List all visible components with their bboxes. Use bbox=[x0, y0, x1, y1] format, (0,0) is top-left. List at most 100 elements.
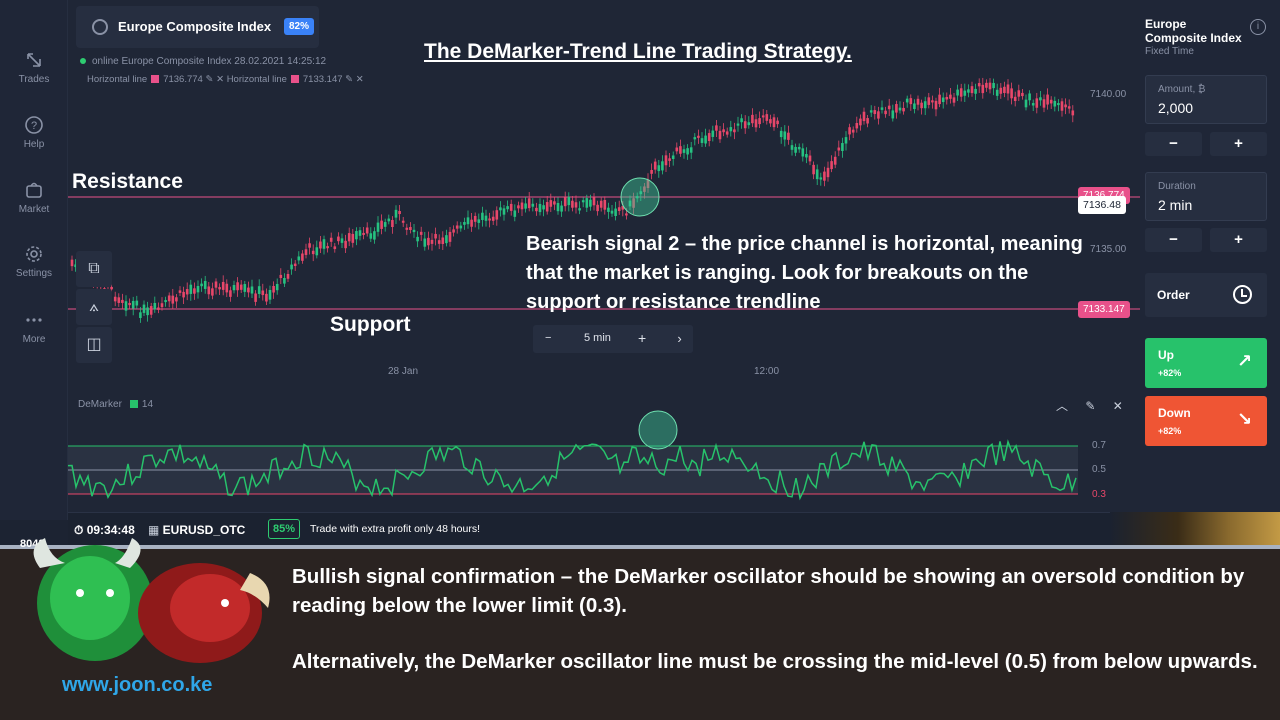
candle-body bbox=[931, 100, 934, 103]
nav-item-trades[interactable]: Trades bbox=[0, 50, 68, 85]
layout-icon[interactable]: ◫ bbox=[76, 327, 112, 363]
candle-body bbox=[1046, 94, 1049, 105]
candle-body bbox=[517, 205, 520, 209]
close-icon[interactable]: ✕ bbox=[1112, 399, 1123, 413]
hline2-close-icon[interactable]: ✕ bbox=[353, 74, 364, 85]
hline1-edit-icon[interactable]: ✎ bbox=[205, 74, 214, 85]
candle-body bbox=[801, 148, 805, 157]
candle-body bbox=[607, 207, 610, 212]
candle-body bbox=[520, 202, 524, 210]
svg-text:?: ? bbox=[31, 120, 37, 132]
candle-body bbox=[70, 259, 74, 267]
chart-area[interactable]: Europe Composite Index 82% online Europe… bbox=[68, 0, 1140, 512]
candle-body bbox=[913, 103, 916, 110]
amount-field[interactable]: Amount, ₿ 2,000 bbox=[1145, 75, 1267, 124]
candle-body bbox=[146, 307, 149, 316]
candle-body bbox=[157, 307, 160, 310]
banner-divider bbox=[0, 545, 1280, 549]
promo-text[interactable]: Trade with extra profit only 48 hours! bbox=[310, 523, 481, 535]
candle-body bbox=[196, 285, 200, 293]
candle-body bbox=[524, 203, 527, 209]
amount-value[interactable]: 2,000 bbox=[1158, 100, 1194, 116]
nav-item-settings[interactable]: Settings bbox=[0, 244, 68, 279]
candle-body bbox=[297, 256, 301, 261]
candle-body bbox=[596, 204, 599, 212]
candle-body bbox=[1057, 103, 1060, 106]
promo-asset[interactable]: ▦ EURUSD_OTC bbox=[148, 523, 245, 537]
candle-body bbox=[981, 84, 985, 94]
chart-type-icon[interactable]: ⧉ bbox=[76, 251, 112, 287]
hline2-edit-icon[interactable]: ✎ bbox=[345, 74, 354, 85]
candle-body bbox=[805, 154, 808, 158]
candle-body bbox=[722, 129, 725, 133]
candle-body bbox=[124, 301, 128, 311]
candle-body bbox=[185, 289, 189, 295]
candle-body bbox=[783, 131, 787, 140]
candle-body bbox=[974, 88, 977, 94]
demarker-line bbox=[68, 439, 1077, 501]
drawing-tools-icon[interactable]: ⟑ bbox=[76, 289, 112, 325]
annotation-title: The DeMarker-Trend Line Trading Strategy… bbox=[424, 40, 852, 63]
candle-body bbox=[549, 200, 553, 207]
candle-body bbox=[110, 286, 113, 290]
duration-field[interactable]: Duration 2 min bbox=[1145, 172, 1267, 221]
amount-plus-button[interactable]: + bbox=[1210, 132, 1267, 156]
duration-value[interactable]: 2 min bbox=[1158, 197, 1193, 213]
candle-body bbox=[1010, 88, 1013, 99]
candle-body bbox=[268, 289, 272, 300]
amount-minus-button[interactable]: − bbox=[1145, 132, 1202, 156]
candle-body bbox=[142, 304, 146, 313]
hline1-close-icon[interactable]: ✕ bbox=[213, 74, 227, 85]
nav-item-help[interactable]: ? Help bbox=[0, 115, 68, 150]
candle-body bbox=[509, 203, 513, 211]
order-button[interactable]: Order bbox=[1145, 273, 1267, 317]
candle-body bbox=[689, 147, 693, 153]
candle-body bbox=[812, 164, 815, 175]
asset-icon bbox=[92, 19, 108, 35]
hline2-label: Horizontal line bbox=[226, 74, 287, 85]
candle-body bbox=[441, 237, 445, 244]
nav-item-more[interactable]: More bbox=[0, 310, 68, 345]
info-icon[interactable]: i bbox=[1250, 19, 1266, 35]
collapse-icon[interactable]: ︿ bbox=[1056, 399, 1069, 413]
candle-body bbox=[311, 250, 315, 255]
candle-body bbox=[265, 293, 268, 302]
candle-body bbox=[1039, 97, 1042, 101]
website-link[interactable]: www.joon.co.ke bbox=[62, 674, 213, 696]
candle-body bbox=[661, 161, 664, 171]
candle-body bbox=[322, 239, 326, 249]
candle-body bbox=[221, 281, 225, 290]
price-chart[interactable] bbox=[68, 0, 1140, 512]
candle-body bbox=[992, 82, 995, 89]
duration-plus-button[interactable]: + bbox=[1210, 228, 1267, 252]
demarker-swatch bbox=[129, 400, 138, 409]
candle-body bbox=[182, 291, 185, 298]
timeframe-plus-button[interactable]: + bbox=[638, 330, 647, 346]
candle-body bbox=[351, 233, 355, 243]
down-button[interactable]: Down +82% ↘ bbox=[1145, 396, 1267, 446]
candle-body bbox=[553, 201, 556, 205]
nav-item-market[interactable]: Market bbox=[0, 180, 68, 215]
candle-body bbox=[599, 200, 603, 208]
candle-body bbox=[743, 121, 747, 129]
edit-icon[interactable]: ✎ bbox=[1085, 399, 1096, 413]
candle-body bbox=[859, 118, 862, 126]
candle-body bbox=[409, 227, 412, 230]
asset-selector[interactable]: Europe Composite Index 82% bbox=[76, 6, 319, 48]
candle-body bbox=[293, 263, 297, 267]
up-button[interactable]: Up +82% ↗ bbox=[1145, 338, 1267, 388]
candle-body bbox=[909, 98, 913, 105]
candle-body bbox=[344, 240, 347, 249]
duration-minus-button[interactable]: − bbox=[1145, 228, 1202, 252]
panel-asset-title: Europe Composite Index bbox=[1145, 17, 1242, 45]
candle-body bbox=[117, 297, 121, 303]
candle-body bbox=[412, 229, 416, 233]
candle-body bbox=[650, 169, 653, 174]
timeframe-minus-button[interactable]: − bbox=[545, 332, 552, 344]
scroll-next-button[interactable]: › bbox=[666, 325, 693, 353]
demarker-legend: DeMarker 14 bbox=[78, 399, 153, 410]
candle-body bbox=[754, 119, 758, 128]
candle-body bbox=[383, 222, 387, 227]
candle-body bbox=[952, 97, 956, 103]
candle-body bbox=[355, 231, 358, 240]
